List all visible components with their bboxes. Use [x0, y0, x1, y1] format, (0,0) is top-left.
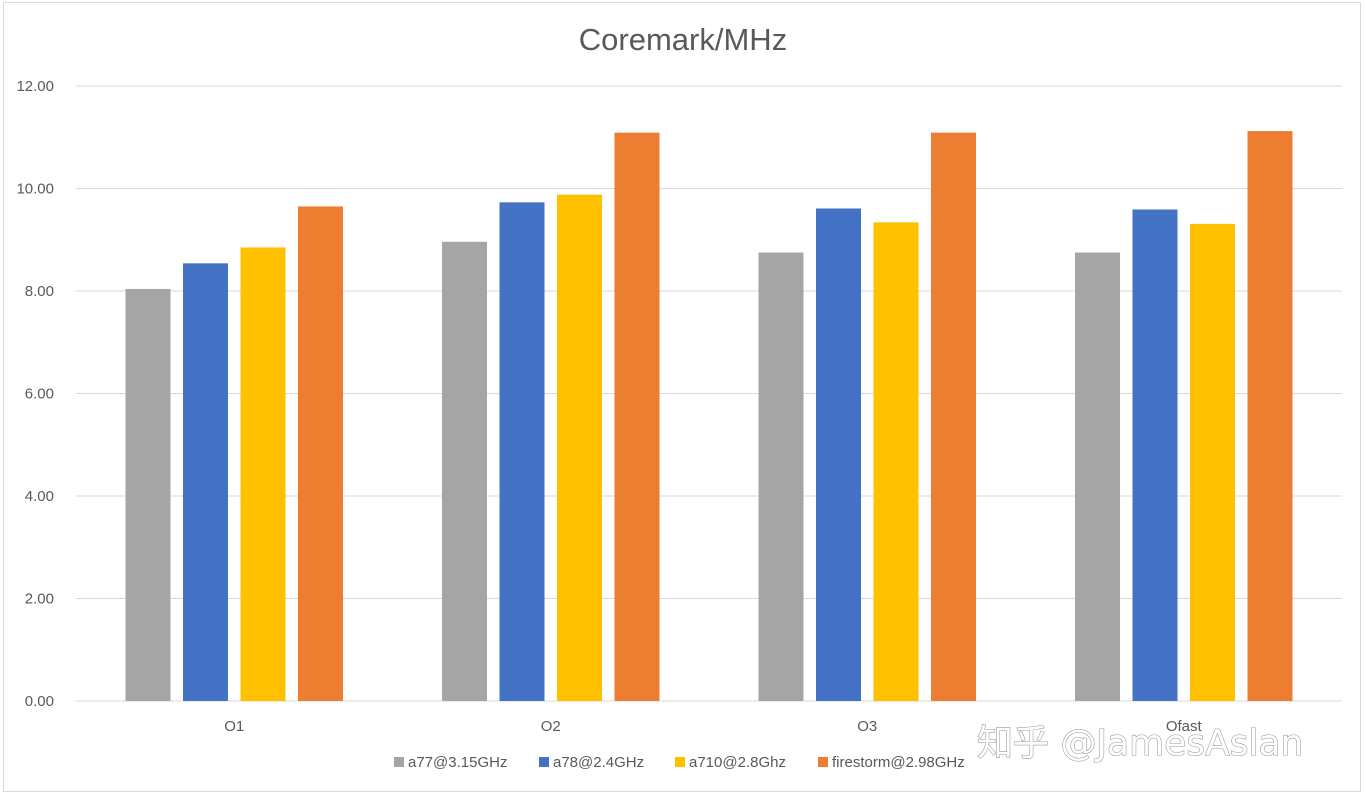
bar-a77-3-15ghz-o3: [758, 252, 804, 701]
legend-item: firestorm@2.98GHz: [818, 754, 965, 771]
x-tick-label: O3: [857, 718, 877, 735]
legend-label: a77@3.15GHz: [408, 754, 507, 771]
legend-swatch: [539, 757, 549, 767]
legend-item: a710@2.8Ghz: [675, 754, 786, 771]
x-tick-label: O1: [224, 718, 244, 735]
legend-swatch: [394, 757, 404, 767]
gridlines: [76, 85, 1342, 702]
bar-a710-2-8ghz-o3: [873, 222, 919, 701]
y-axis-ticks: 0.00 2.00 4.00 6.00 8.00 10.00 12.00: [16, 78, 54, 710]
y-tick-label: 6.00: [25, 386, 54, 403]
bar-a710-2-8ghz-o2: [557, 194, 602, 701]
legend-item: a77@3.15GHz: [394, 754, 507, 771]
bar-a78-2-4ghz-ofast: [1132, 209, 1178, 701]
legend-swatch: [818, 757, 828, 767]
legend-label: firestorm@2.98GHz: [832, 754, 965, 771]
legend-swatch: [675, 757, 685, 767]
watermark-text: 知乎 @JamesAslan: [977, 723, 1303, 764]
bar-firestorm-2-98ghz-ofast: [1247, 131, 1293, 702]
bar-firestorm-2-98ghz-o1: [298, 206, 343, 701]
bars: [125, 131, 1293, 702]
y-tick-label: 10.00: [16, 181, 54, 198]
bar-firestorm-2-98ghz-o3: [931, 132, 976, 701]
bar-a77-3-15ghz-ofast: [1075, 252, 1120, 701]
legend-label: a78@2.4GHz: [553, 754, 644, 771]
bar-a77-3-15ghz-o2: [442, 241, 487, 702]
chart-title: Coremark/MHz: [579, 22, 787, 57]
bar-a78-2-4ghz-o1: [183, 263, 228, 701]
y-tick-label: 0.00: [25, 693, 54, 710]
y-tick-label: 12.00: [16, 78, 54, 95]
bar-a78-2-4ghz-o3: [816, 208, 861, 702]
bar-a78-2-4ghz-o2: [499, 202, 545, 701]
legend-label: a710@2.8Ghz: [689, 754, 786, 771]
legend: a77@3.15GHz a78@2.4GHz a710@2.8Ghz firestor…: [394, 754, 965, 771]
x-tick-label: Ofast: [1166, 718, 1203, 735]
bar-a710-2-8ghz-o1: [240, 247, 286, 701]
bar-a77-3-15ghz-o1: [125, 288, 171, 701]
y-tick-label: 2.00: [25, 591, 54, 608]
bar-a710-2-8ghz-ofast: [1190, 223, 1235, 702]
x-axis-ticks: O1 O2 O3 Ofast: [224, 718, 1202, 735]
x-tick-label: O2: [541, 718, 561, 735]
bar-firestorm-2-98ghz-o2: [614, 132, 660, 701]
legend-item: a78@2.4GHz: [539, 754, 644, 771]
y-tick-label: 4.00: [25, 488, 54, 505]
y-tick-label: 8.00: [25, 283, 54, 300]
